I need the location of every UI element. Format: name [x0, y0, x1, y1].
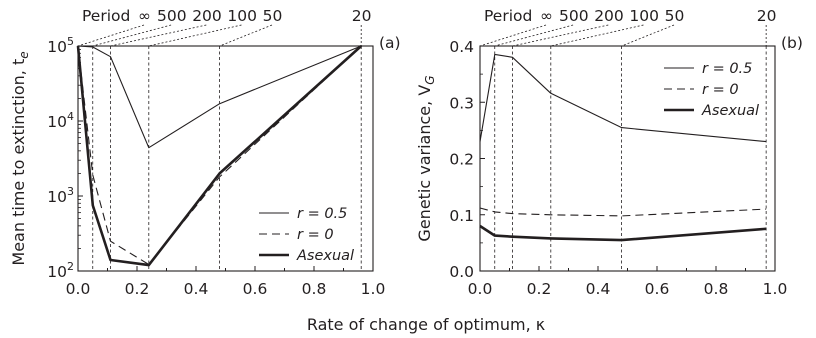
period-tick-label: 100 — [227, 7, 257, 25]
y-tick-label: 0.1 — [449, 207, 474, 225]
period-label: Period — [82, 7, 130, 25]
period-tick-label: 500 — [559, 7, 589, 25]
y-axis-label: Genetic variance, VG — [415, 75, 437, 241]
x-tick-label: 0.6 — [645, 280, 670, 298]
series-line — [77, 45, 362, 266]
x-tick-label: 0.6 — [243, 280, 268, 298]
series-line — [479, 224, 767, 242]
legend-label: Asexual — [296, 248, 354, 264]
x-tick-label: 1.0 — [763, 280, 788, 298]
y-tick-label: 0.4 — [449, 38, 474, 56]
x-tick-label: 0.2 — [125, 280, 150, 298]
x-tick-label: 0.0 — [468, 280, 493, 298]
period-connector — [494, 24, 574, 47]
legend-label: Asexual — [701, 103, 759, 119]
period-connector — [219, 24, 273, 47]
x-tick-label: 0.4 — [184, 280, 209, 298]
legend-label: r = 0 — [702, 82, 739, 98]
y-tick-label: 105 — [47, 35, 74, 56]
legend-label: r = 0 — [297, 227, 334, 243]
panel-id: (b) — [781, 34, 803, 52]
period-connector — [621, 24, 675, 47]
series-line — [76, 45, 363, 267]
period-tick-label: 50 — [665, 7, 685, 25]
y-tick-label: 104 — [47, 110, 74, 131]
period-tick-label: 500 — [157, 7, 187, 25]
y-tick-label: 0.2 — [449, 151, 474, 169]
legend: r = 0.5 r = 0 Asexual — [664, 61, 759, 119]
x-tick-label: 0.2 — [527, 280, 552, 298]
shared-x-axis-label: Rate of change of optimum, κ — [307, 315, 546, 334]
period-connector — [550, 24, 644, 47]
panel-id: (a) — [379, 34, 401, 52]
period-tick-label: 20 — [352, 7, 372, 25]
series-line — [77, 45, 362, 149]
y-tick-label: 102 — [47, 260, 74, 281]
x-tick-label: 0.8 — [302, 280, 327, 298]
period-connector — [512, 24, 609, 47]
x-tick-label: 0.0 — [66, 280, 91, 298]
legend-label: r = 0.5 — [297, 206, 347, 222]
period-connector — [148, 24, 242, 47]
panel-a-mean-time-to-extinction: Period ∞ 500 200 100 50 20 0.0 0.2 0.4 0.6 0.8 1.0 10… — [9, 7, 401, 298]
y-tick-label: 103 — [47, 185, 74, 206]
period-label: Period — [484, 7, 532, 25]
period-connector — [77, 24, 145, 47]
period-tick-label: ∞ — [138, 7, 151, 25]
period-tick-label: 200 — [192, 7, 222, 25]
x-tick-label: 0.8 — [704, 280, 729, 298]
period-connector — [92, 24, 172, 47]
series-line — [479, 53, 767, 143]
y-tick-label: 0.3 — [449, 94, 474, 112]
legend-label: r = 0.5 — [702, 61, 752, 77]
y-tick-label: 0.0 — [449, 263, 474, 281]
legend: r = 0.5 r = 0 Asexual — [259, 206, 354, 264]
period-tick-label: 50 — [263, 7, 283, 25]
period-tick-label: 20 — [757, 7, 777, 25]
series-line — [479, 207, 767, 217]
period-tick-label: ∞ — [540, 7, 553, 25]
period-connector — [479, 24, 547, 47]
panel-b-genetic-variance: Period ∞ 500 200 100 50 20 0.0 0.2 0.4 0.6 0.8 1.0 0.… — [415, 7, 803, 298]
period-tick-label: 100 — [629, 7, 659, 25]
period-tick-label: 200 — [594, 7, 624, 25]
x-tick-label: 0.4 — [586, 280, 611, 298]
period-connector — [110, 24, 207, 47]
y-axis-label: Mean time to extinction, te — [9, 51, 31, 265]
x-tick-label: 1.0 — [361, 280, 386, 298]
